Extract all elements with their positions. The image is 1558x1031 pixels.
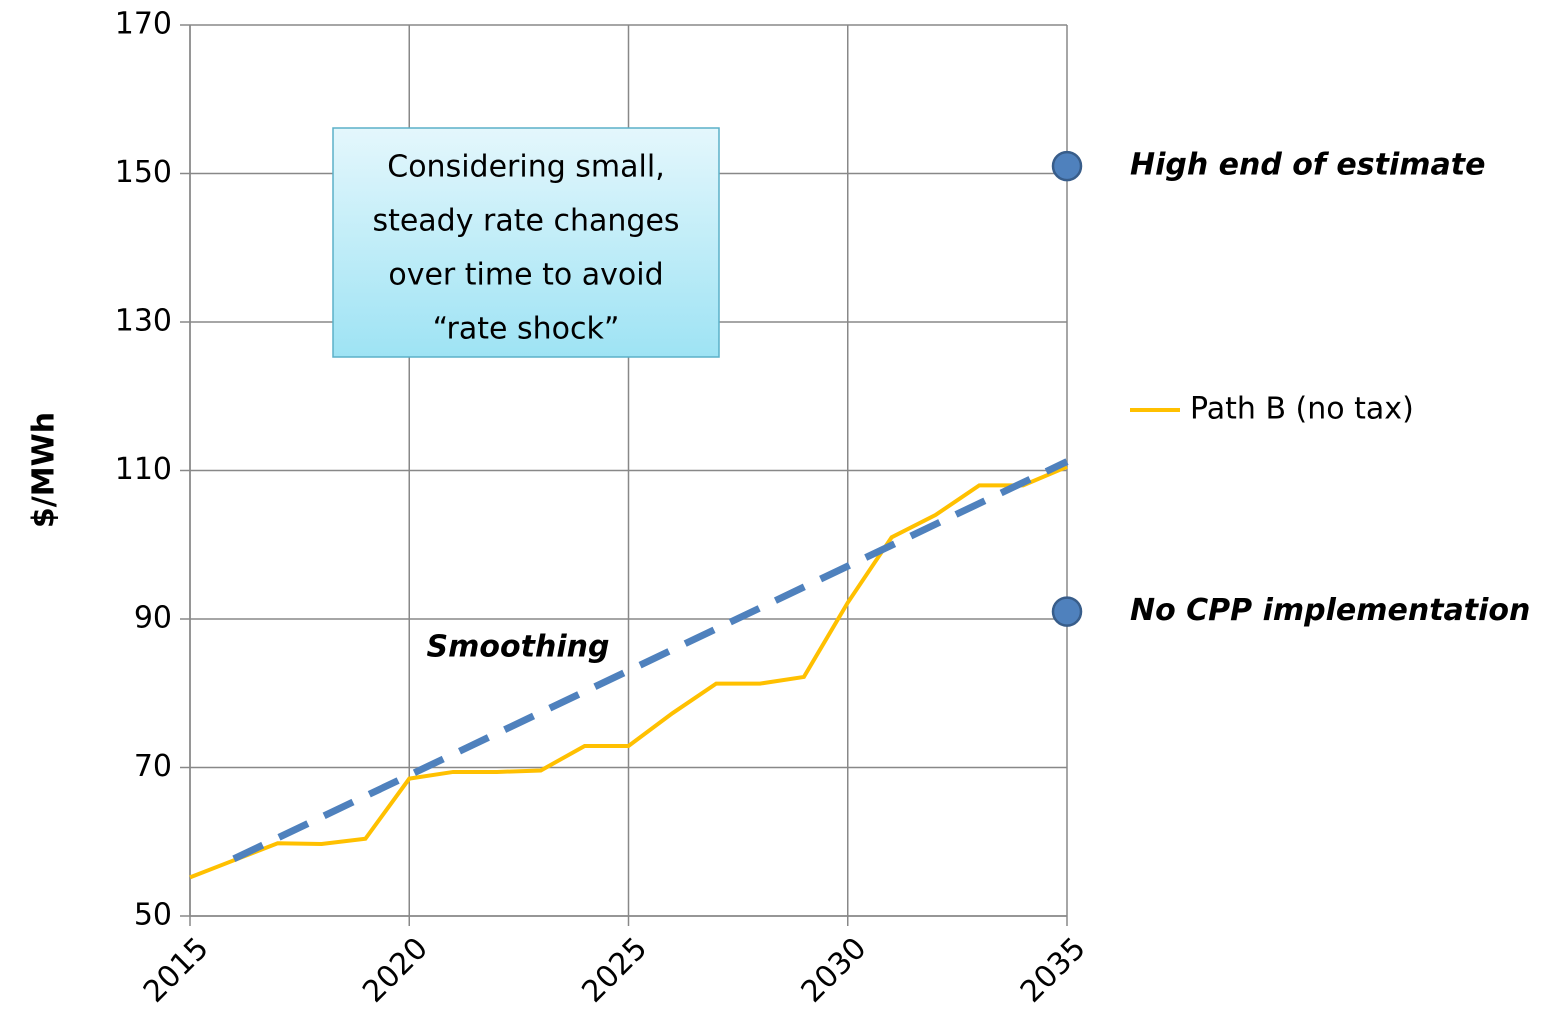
point — [1051, 150, 1083, 182]
legend-label: Path B (no tax) — [1190, 392, 1414, 427]
callout-text: “rate shock” — [433, 312, 620, 347]
point-label: No CPP implementation — [1130, 593, 1530, 628]
y-axis-label: $/MWh — [27, 412, 62, 528]
x-tick-label: 2035 — [1014, 931, 1093, 1010]
y-tick-label: 130 — [115, 304, 172, 339]
x-tick-label: 2030 — [795, 931, 874, 1010]
callout-box — [332, 127, 720, 358]
y-tick-label: 150 — [115, 155, 172, 190]
callout-text: steady rate changes — [372, 204, 679, 239]
x-tick-label: 2015 — [137, 931, 216, 1010]
y-tick-label: 90 — [134, 601, 172, 636]
point — [1051, 596, 1083, 627]
y-tick-label: 50 — [134, 898, 172, 933]
trend-label: Smoothing — [427, 630, 610, 665]
y-tick-label: 170 — [115, 7, 172, 42]
y-tick-label: 70 — [134, 749, 172, 784]
x-tick-label: 2025 — [575, 931, 654, 1010]
callout-text: over time to avoid — [388, 258, 663, 293]
point-label: High end of estimate — [1130, 148, 1485, 183]
y-tick-label: 110 — [115, 452, 172, 487]
x-tick-label: 2020 — [356, 931, 435, 1010]
trend-line — [232, 458, 1069, 862]
callout-text: Considering small, — [387, 150, 665, 185]
data-line — [189, 464, 1068, 880]
